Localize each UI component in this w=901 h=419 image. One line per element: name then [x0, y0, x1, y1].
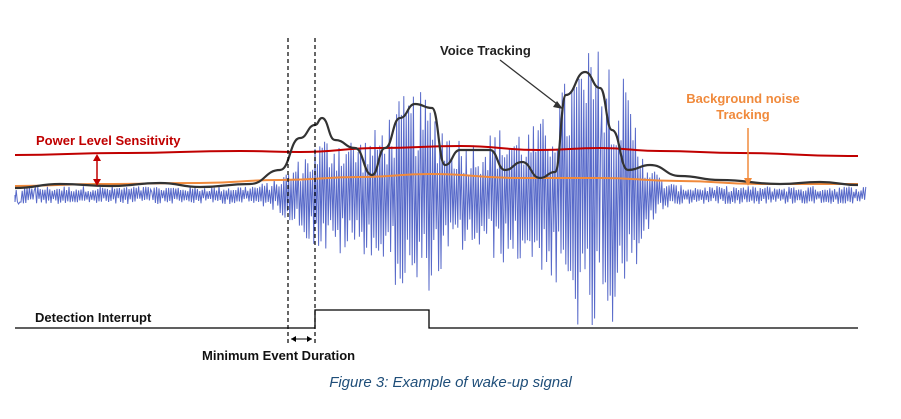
power-level-sensitivity-label: Power Level Sensitivity [36, 133, 181, 148]
figure-caption: Figure 3: Example of wake-up signal [329, 374, 572, 391]
minimum-event-duration-label: Minimum Event Duration [202, 348, 355, 363]
voice-tracking-label: Voice Tracking [440, 43, 531, 58]
voice-tracking-envelope-line [14, 70, 859, 190]
minimum-event-duration-arrow [291, 336, 312, 342]
power-level-sensitivity-line [14, 144, 858, 157]
detection-interrupt-label: Detection Interrupt [35, 310, 152, 325]
voice-tracking-pointer-arrow [499, 59, 563, 109]
detection-interrupt-line [15, 309, 858, 329]
power-level-offset-arrow [93, 154, 101, 186]
wake-up-signal-diagram: Voice Tracking Background noise Tracking… [14, 38, 867, 363]
background-noise-label-line2: Tracking [716, 107, 770, 122]
background-noise-label-line1: Background noise [686, 91, 799, 106]
background-noise-pointer-arrow [744, 128, 752, 186]
